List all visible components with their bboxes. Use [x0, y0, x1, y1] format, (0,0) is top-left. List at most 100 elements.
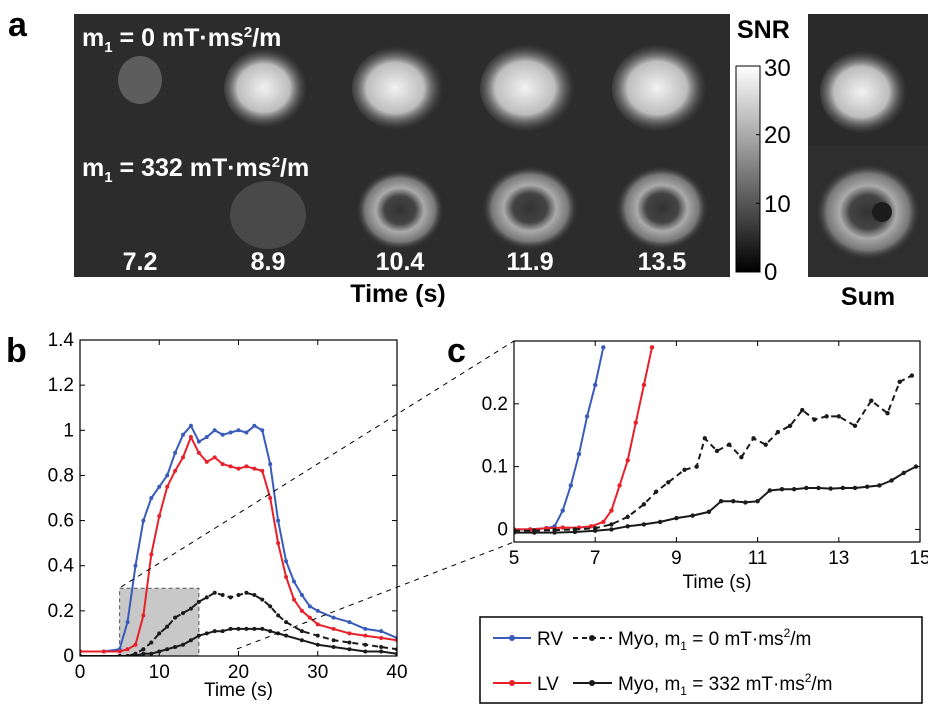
x-tick-label: 9 [671, 548, 682, 569]
series-point-3 [674, 515, 679, 521]
series-point-3 [157, 649, 162, 654]
series-point-2 [653, 489, 659, 494]
y-tick-label: 1.4 [48, 330, 75, 351]
series-point-2 [188, 606, 193, 611]
series-point-3 [363, 649, 368, 654]
series-point-3 [196, 633, 201, 638]
series-point-1 [363, 633, 368, 638]
series-point-1 [101, 649, 106, 654]
series-point-3 [593, 528, 598, 533]
y-tick-label: 0.6 [48, 511, 74, 532]
colorbar-tick-20: 20 [764, 122, 791, 149]
series-point-2 [682, 467, 687, 472]
series-point-0 [576, 451, 582, 457]
series-point-3 [690, 513, 695, 518]
y-tick-label: 0.2 [48, 601, 74, 622]
series-point-1 [173, 468, 178, 473]
series-point-1 [149, 552, 154, 557]
series-point-0 [315, 608, 320, 613]
y-tick-label: 1.2 [48, 375, 74, 396]
series-point-0 [196, 439, 201, 444]
series-point-2 [173, 615, 178, 620]
series-point-0 [228, 430, 233, 435]
y-tick-label: 0 [497, 519, 508, 540]
series-point-0 [212, 428, 217, 433]
series-point-3 [840, 485, 846, 491]
series-point-1 [544, 525, 549, 531]
series-point-0 [149, 496, 154, 500]
series-point-3 [188, 638, 193, 643]
mri-frame-2-top [224, 48, 312, 128]
mri-image-grid [74, 14, 730, 277]
series-point-3 [609, 527, 614, 532]
series-point-2 [641, 502, 647, 507]
series-point-3 [331, 644, 336, 649]
series-point-3 [791, 487, 797, 492]
series-point-0 [125, 620, 130, 625]
series-point-2 [897, 379, 902, 385]
legend: RV LV Myo, m1 = 0 mT·ms2/m Myo, m1 = 332… [479, 616, 923, 704]
series-point-3 [913, 464, 919, 469]
series-point-2 [331, 638, 336, 643]
series-point-2 [276, 613, 281, 618]
series-point-2 [363, 642, 368, 647]
colorbar-title: SNR [737, 16, 790, 44]
y-tick-label: 0.8 [48, 465, 74, 486]
series-point-2 [787, 423, 793, 428]
series-point-2 [751, 436, 756, 441]
legend-label-lv: LV [537, 674, 559, 695]
y-tick-label: 0.4 [48, 556, 75, 577]
series-point-0 [268, 462, 273, 467]
series-point-3 [379, 649, 384, 654]
series-point-0 [299, 593, 304, 598]
x-axis-label: Time (s) [683, 572, 752, 593]
legend-label-myo-0: Myo, m1 = 0 mT·ms2/m [618, 626, 811, 653]
x-tick-label: 40 [386, 662, 407, 683]
series-point-3 [865, 484, 870, 489]
series-point-2 [763, 442, 768, 447]
series-point-3 [149, 651, 154, 656]
plot-area [514, 341, 920, 542]
series-point-2 [204, 595, 209, 600]
series-point-0 [601, 345, 606, 350]
series-group [80, 423, 397, 656]
row1-label: m1 = 0 mT·ms2/m [82, 24, 281, 56]
zoom-highlight-region [119, 587, 200, 657]
series-point-2 [157, 631, 162, 636]
series-point-1 [196, 450, 201, 455]
series-point-3 [204, 631, 209, 636]
series-point-1 [617, 483, 622, 488]
series-point-1 [260, 468, 265, 473]
series-point-3 [779, 487, 785, 492]
colorbar-tick-30: 30 [764, 55, 791, 82]
colorbar-tick-10: 10 [764, 191, 791, 218]
series-point-2 [666, 480, 671, 485]
series-point-0 [584, 414, 590, 419]
series-point-3 [877, 483, 882, 488]
colorbar [735, 65, 761, 273]
panel-letter-b: b [6, 332, 27, 370]
series-point-3 [743, 500, 748, 505]
series-point-3 [141, 651, 146, 656]
series-point-0 [204, 435, 209, 440]
series-point-3 [532, 530, 537, 535]
series-point-2 [726, 442, 732, 447]
series-point-1 [228, 464, 233, 469]
series-point-2 [379, 644, 384, 649]
legend-label-myo-332: Myo, m1 = 332 mT·ms2/m [618, 671, 833, 698]
x-tick-label: 30 [307, 662, 328, 683]
panel-a-xlabel: Time (s) [350, 280, 445, 308]
chart-c: 5 7 9 11 13 15 0 0.1 0.2 Time (s) [482, 340, 928, 593]
row2-label: m1 = 332 mT·ms2/m [82, 154, 309, 186]
series-point-2 [299, 629, 304, 634]
series-point-2 [196, 599, 201, 604]
series-point-2 [260, 597, 265, 602]
series-point-0 [165, 473, 170, 478]
series-point-3 [852, 485, 858, 491]
colorbar-ticks: 30 20 10 0 [756, 55, 791, 286]
x-tick-label: 10 [149, 662, 170, 683]
series-point-0 [173, 450, 178, 455]
series-point-2 [244, 590, 249, 595]
series-point-2 [694, 464, 699, 469]
series-point-3 [244, 626, 249, 631]
